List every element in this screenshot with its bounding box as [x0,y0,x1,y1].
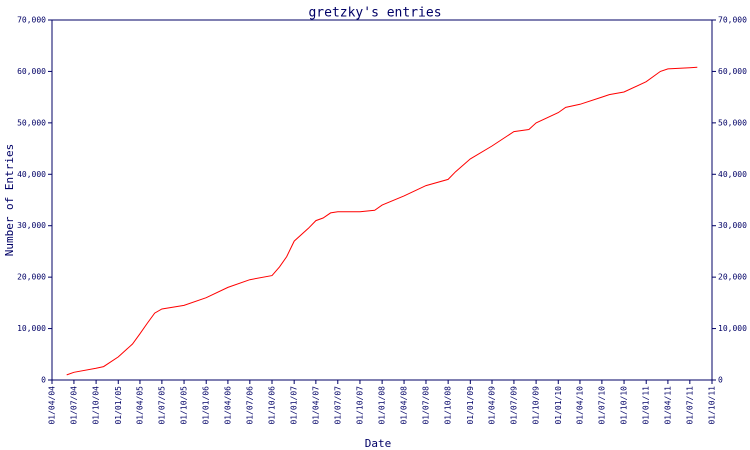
y2-tick-label: 70,000 [718,16,747,25]
x-tick-label: 01/07/10 [597,386,606,425]
x-tick-label: 01/01/11 [642,386,651,425]
y2-tick-label: 10,000 [718,324,747,333]
x-tick-label: 01/01/08 [378,386,387,425]
x-tick-label: 01/04/10 [575,386,584,425]
x-tick-label: 01/10/06 [268,386,277,425]
x-tick-label: 01/07/06 [245,386,254,425]
x-tick-label: 01/04/07 [311,386,320,425]
x-tick-label: 01/10/05 [180,386,189,425]
x-tick-label: 01/01/05 [114,386,123,425]
chart-title: gretzky's entries [308,6,441,21]
x-tick-label: 01/04/05 [135,386,144,425]
y-tick-label: 50,000 [17,118,46,127]
x-tick-label: 01/07/05 [157,386,166,425]
x-tick-label: 01/07/08 [421,386,430,425]
y2-tick-label: 40,000 [718,170,747,179]
y-tick-label: 30,000 [17,221,46,230]
y-tick-label: 10,000 [17,324,46,333]
x-tick-label: 01/10/09 [532,386,541,425]
y-tick-label: 60,000 [17,67,46,76]
y2-tick-label: 0 [718,376,723,385]
y-axis-label: Number of Entries [3,144,16,257]
x-tick-label: 01/10/04 [92,386,101,425]
x-tick-label: 01/01/09 [466,386,475,425]
x-tick-label: 01/07/09 [509,386,518,425]
y-tick-label: 70,000 [17,16,46,25]
x-tick-label: 01/07/04 [69,386,78,425]
x-tick-label: 01/10/10 [620,386,629,425]
x-tick-label: 01/04/09 [488,386,497,425]
x-tick-label: 01/10/08 [444,386,453,425]
y2-tick-label: 30,000 [718,221,747,230]
y2-tick-label: 60,000 [718,67,747,76]
x-tick-label: 01/04/11 [663,386,672,425]
x-tick-label: 01/10/07 [355,386,364,425]
data-line [66,66,698,376]
x-axis-label: Date [365,437,392,450]
x-tick-label: 01/10/11 [708,386,717,425]
y2-tick-label: 50,000 [718,118,747,127]
y2-tick-label: 20,000 [718,273,747,282]
x-tick-label: 01/01/10 [554,386,563,425]
x-tick-label: 01/01/07 [290,386,299,425]
plot-frame [51,19,713,381]
y-tick-label: 0 [41,376,46,385]
x-tick-label: 01/07/07 [333,386,342,425]
x-tick-label: 01/04/08 [400,386,409,425]
x-tick-label: 01/07/11 [685,386,694,425]
y-tick-label: 20,000 [17,273,46,282]
x-tick-label: 01/01/06 [202,386,211,425]
y-tick-label: 40,000 [17,170,46,179]
x-tick-label: 01/04/04 [48,386,57,425]
x-tick-label: 01/04/06 [223,386,232,425]
